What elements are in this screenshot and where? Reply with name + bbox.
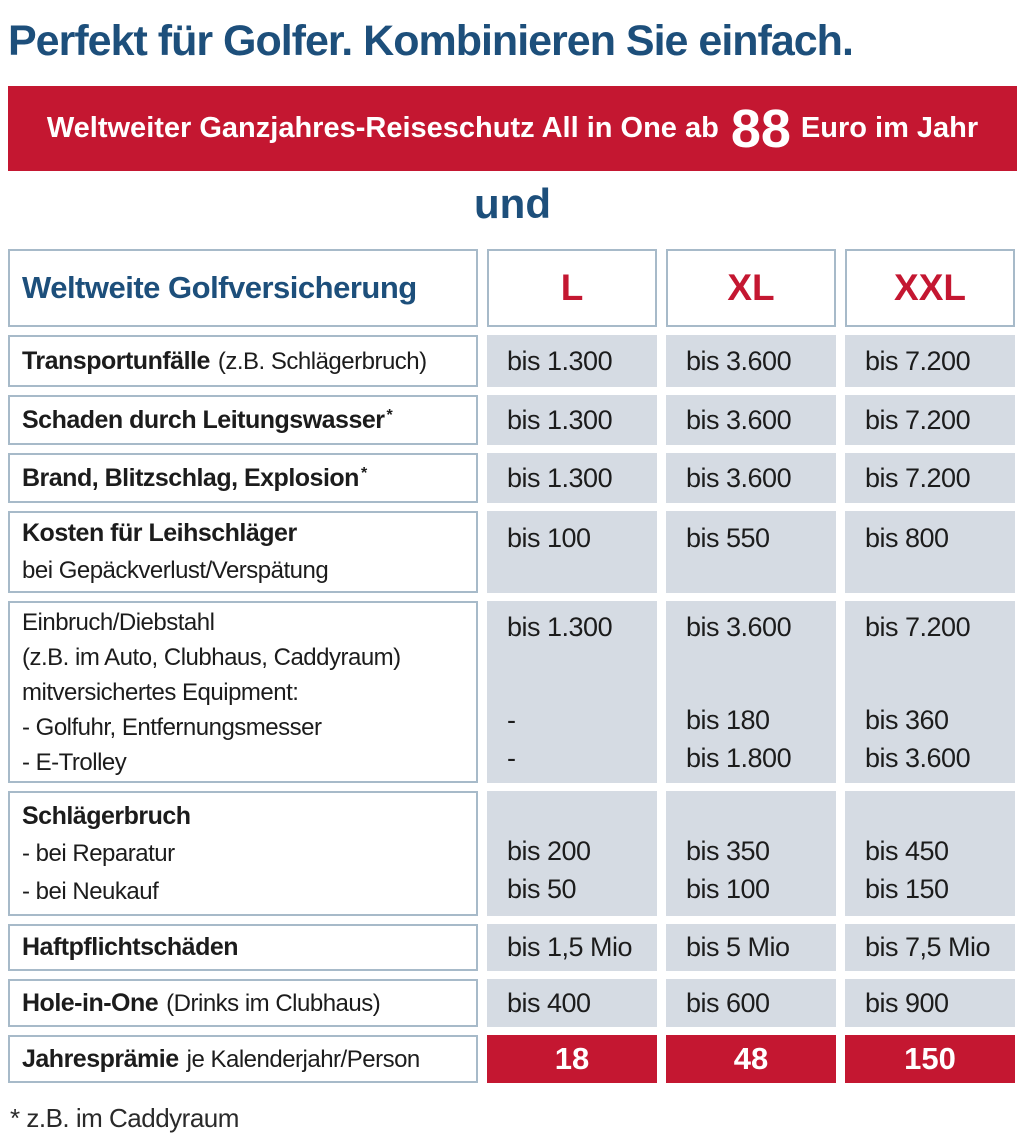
coverage-value: bis 3.600	[666, 453, 836, 503]
value-line1: bis 360	[865, 705, 949, 735]
footnote-asterisk: *	[386, 406, 393, 424]
coverage-value-group: bis 1.300 - -	[487, 601, 657, 783]
banner-text-after: Euro im Jahr	[800, 112, 979, 144]
column-header-xxl: XXL	[845, 249, 1015, 327]
table-header-label-text: Weltweite Golfversicherung	[22, 270, 417, 305]
coverage-value-group: bis 350 bis 100	[666, 791, 836, 916]
footnote-asterisk: *	[360, 464, 367, 482]
banner-price: 88	[730, 98, 791, 159]
value-line2: bis 150	[865, 874, 949, 904]
coverage-value: bis 5 Mio	[666, 924, 836, 971]
premium-label: Jahresprämie je Kalenderjahr/Person	[8, 1035, 478, 1083]
value-line2: bis 100	[686, 874, 770, 904]
label-line5: - E-Trolley	[22, 748, 127, 776]
value-top: bis 1.300	[507, 612, 613, 642]
coverage-value: bis 7.200	[845, 395, 1015, 445]
value-line1: bis 200	[507, 836, 591, 866]
coverage-label-hole-in-one: Hole-in-One (Drinks im Clubhaus)	[8, 979, 478, 1027]
coverage-label-haftpflicht: Haftpflichtschäden	[8, 924, 478, 971]
coverage-value: bis 400	[487, 979, 657, 1027]
label-line1: Einbruch/Diebstahl	[22, 608, 215, 636]
coverage-value: bis 600	[666, 979, 836, 1027]
value-line2: bis 1.800	[686, 743, 792, 773]
footnote: * z.B. im Caddyraum	[10, 1103, 239, 1133]
label-bold: Kosten für Leihschläger	[22, 519, 297, 547]
label-bold: Jahresprämie	[22, 1044, 179, 1073]
value-line1: bis 350	[686, 836, 770, 866]
coverage-value: bis 7,5 Mio	[845, 924, 1015, 971]
coverage-value-group: bis 3.600 bis 180 bis 1.800	[666, 601, 836, 783]
coverage-value: bis 3.600	[666, 335, 836, 387]
value-line1: -	[507, 705, 516, 735]
label-line4: - Golfuhr, Entfernungsmesser	[22, 713, 322, 741]
coverage-label-einbruch: Einbruch/Diebstahl (z.B. im Auto, Clubha…	[8, 601, 478, 783]
coverage-label-leitungswasser: Schaden durch Leitungswasser *	[8, 395, 478, 445]
value-line1: bis 450	[865, 836, 949, 866]
label-bold: Schlägerbruch	[22, 801, 191, 830]
coverage-value: bis 3.600	[666, 395, 836, 445]
label-bold: Haftpflichtschäden	[22, 933, 239, 961]
coverage-value: bis 7.200	[845, 453, 1015, 503]
coverage-value: bis 1,5 Mio	[487, 924, 657, 971]
table-header-label: Weltweite Golfversicherung	[8, 249, 478, 327]
label-bold: Hole-in-One	[22, 988, 159, 1017]
value-line2: bis 3.600	[865, 743, 971, 773]
coverage-value: bis 1.300	[487, 453, 657, 503]
value-line2: -	[507, 743, 516, 773]
coverage-label-leihschlaeger: Kosten für Leihschläger bei Gepäckverlus…	[8, 511, 478, 593]
label-line3: mitversichertes Equipment:	[22, 678, 299, 706]
value-top: bis 3.600	[686, 612, 792, 642]
label-line2: bei Gepäckverlust/Verspätung	[22, 557, 329, 584]
value-top: bis 7.200	[865, 612, 971, 642]
label-normal: (Drinks im Clubhaus)	[166, 989, 381, 1017]
label-normal: je Kalenderjahr/Person	[186, 1045, 421, 1073]
label-normal: (z.B. Schlägerbruch)	[217, 347, 427, 375]
coverage-value-group: bis 450 bis 150	[845, 791, 1015, 916]
coverage-value: bis 1.300	[487, 395, 657, 445]
page-title: Perfekt für Golfer. Kombinieren Sie einf…	[8, 17, 854, 65]
coverage-label-brand: Brand, Blitzschlag, Explosion *	[8, 453, 478, 503]
label-line2: - bei Reparatur	[22, 839, 175, 867]
premium-value-l: 18	[487, 1035, 657, 1083]
coverage-label-schlaegerbruch: Schlägerbruch - bei Reparatur - bei Neuk…	[8, 791, 478, 916]
coverage-value: bis 100	[487, 511, 657, 593]
banner-text-before: Weltweiter Ganzjahres-Reiseschutz All in…	[46, 112, 719, 144]
label-line3: - bei Neukauf	[22, 877, 159, 905]
label-bold: Schaden durch Leitungswasser	[22, 405, 385, 434]
promo-banner: Weltweiter Ganzjahres-Reiseschutz All in…	[8, 86, 1017, 171]
premium-value-xl: 48	[666, 1035, 836, 1083]
connector-text: und	[474, 180, 551, 227]
coverage-label-transportunfaelle: Transportunfälle (z.B. Schlägerbruch)	[8, 335, 478, 387]
coverage-value: bis 7.200	[845, 335, 1015, 387]
coverage-value: bis 800	[845, 511, 1015, 593]
value-line2: bis 50	[507, 874, 577, 904]
column-header-l: L	[487, 249, 657, 327]
coverage-value-group: bis 200 bis 50	[487, 791, 657, 916]
value-line1: bis 180	[686, 705, 770, 735]
coverage-value-group: bis 7.200 bis 360 bis 3.600	[845, 601, 1015, 783]
coverage-value: bis 1.300	[487, 335, 657, 387]
label-line2: (z.B. im Auto, Clubhaus, Caddyraum)	[22, 643, 401, 671]
pricing-table: Weltweite Golfversicherung L XL XXL Tran…	[8, 249, 1025, 1083]
label-bold: Transportunfälle	[22, 346, 210, 375]
column-header-xl: XL	[666, 249, 836, 327]
premium-value-xxl: 150	[845, 1035, 1015, 1083]
coverage-value: bis 550	[666, 511, 836, 593]
label-bold: Brand, Blitzschlag, Explosion	[22, 463, 359, 492]
coverage-value: bis 900	[845, 979, 1015, 1027]
